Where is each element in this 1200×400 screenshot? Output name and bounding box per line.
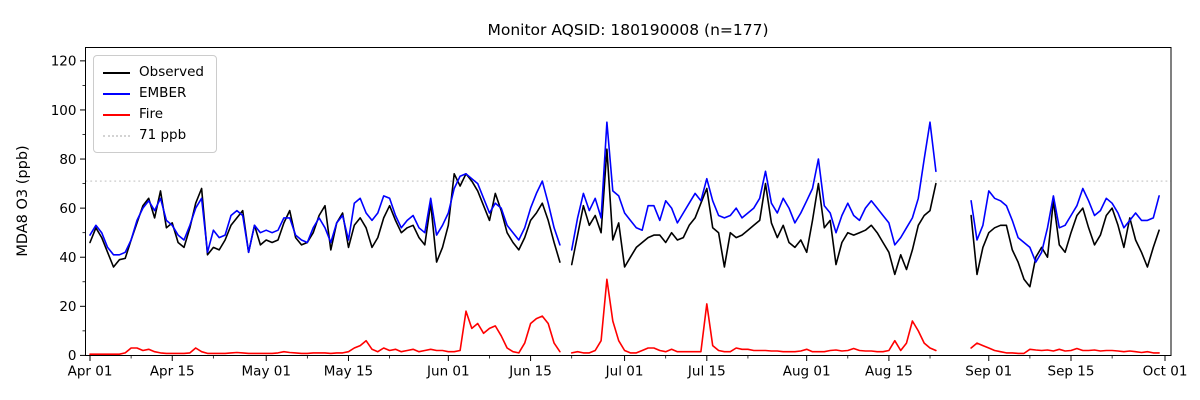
x-tick-label: Jun 15 [508,364,552,380]
axes-spines [85,47,1172,356]
x-tick-label: Jul 15 [687,364,726,380]
y-tick-label: 20 [59,299,76,315]
legend-label: 71 ppb [139,126,187,143]
x-tick-label: Oct 01 [1143,364,1188,380]
chart-title: Monitor AQSID: 180190008 (n=177) [487,21,768,39]
chart-layers: Apr 01 Apr 15 May 01 May 15 Jun 01 Jun 15 Jul … [51,47,1188,380]
y-tick-label: 60 [59,201,76,217]
threshold-line-swatch [103,134,130,137]
x-tick-label: Jul 01 [605,364,644,380]
x-tick-label: Aug 15 [865,364,913,380]
series-line-fire [89,278,1160,355]
legend-item-fire: Fire [103,104,204,125]
observed-line-swatch [103,71,130,74]
y-tick-label: 40 [59,250,76,266]
y-tick-label: 80 [59,152,76,168]
legend-label: Fire [139,105,164,122]
y-tick-label: 120 [51,54,77,70]
y-tick-label: 100 [51,103,77,119]
legend-item-observed: Observed [103,62,204,83]
x-tick-label: May 01 [242,364,291,380]
fire-line-swatch [103,113,130,116]
legend-item-ember: EMBER [103,83,204,104]
x-tick-label: Sep 01 [965,364,1012,380]
legend-box: Observed EMBER Fire 71 ppb [93,55,217,153]
legend-label: EMBER [139,84,187,101]
x-tick-label: Sep 15 [1048,364,1095,380]
ember-line-swatch [103,92,130,95]
legend-label: Observed [139,63,204,80]
x-tick-label: Jun 01 [426,364,470,380]
y-axis-label: MDA8 O3 (ppb) [15,145,31,256]
x-tick-label: Aug 01 [783,364,831,380]
series-line-ember [89,121,1160,263]
series-line-observed [89,148,1160,288]
legend-item-threshold: 71 ppb [103,125,204,146]
x-tick-label: Apr 15 [150,364,195,380]
y-tick-label: 0 [68,348,77,364]
x-tick-label: May 15 [324,364,373,380]
x-tick-label: Apr 01 [68,364,113,380]
